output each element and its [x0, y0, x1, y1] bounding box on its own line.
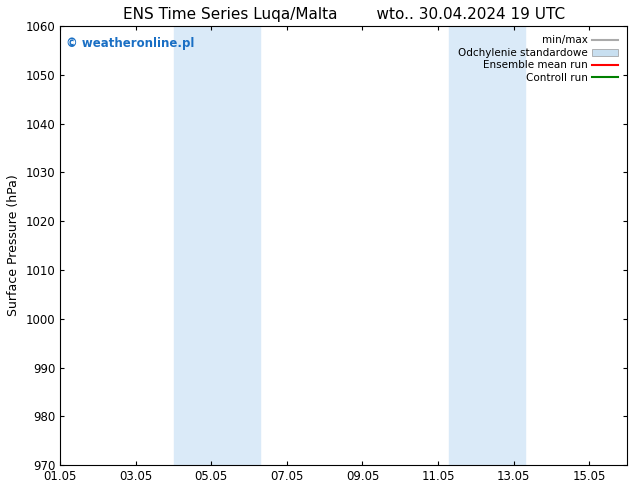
- Legend: min/max, Odchylenie standardowe, Ensemble mean run, Controll run: min/max, Odchylenie standardowe, Ensembl…: [453, 31, 622, 87]
- Y-axis label: Surface Pressure (hPa): Surface Pressure (hPa): [7, 174, 20, 317]
- Bar: [174, 26, 261, 465]
- Bar: [450, 26, 525, 465]
- Text: © weatheronline.pl: © weatheronline.pl: [66, 37, 194, 50]
- Title: ENS Time Series Luqa/Malta        wto.. 30.04.2024 19 UTC: ENS Time Series Luqa/Malta wto.. 30.04.2…: [122, 7, 565, 22]
